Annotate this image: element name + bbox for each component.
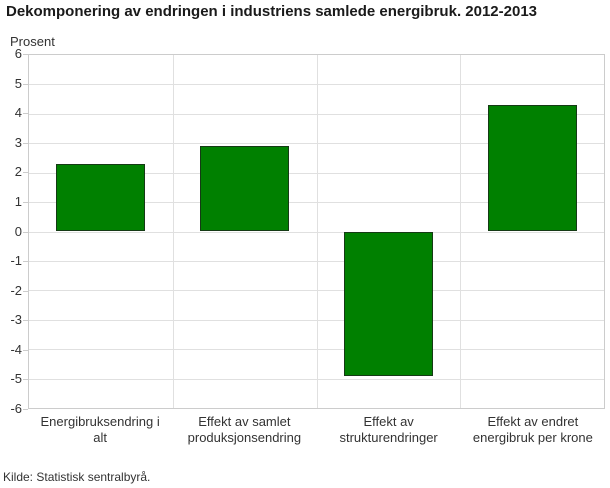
y-tick-label: -2: [10, 282, 22, 298]
y-tick-label: -1: [10, 253, 22, 269]
chart-title: Dekomponering av endringen i industriens…: [6, 3, 538, 20]
x-gridline: [316, 55, 318, 408]
y-tick-label: -5: [10, 371, 22, 387]
y-tick-mark: [23, 83, 28, 85]
x-category-label: Effekt av strukturendringer: [339, 414, 438, 446]
bar-4: [487, 105, 577, 232]
y-tick-mark: [23, 172, 28, 174]
y-axis: -6 -5 -4 -3 -2 -1 0 1 2 3 4 5 6: [0, 47, 28, 416]
y-tick-label: -4: [10, 341, 22, 357]
x-category-label: Effekt av endret energibruk per krone: [472, 414, 593, 446]
x-gridline: [460, 55, 462, 408]
y-tick-label: 1: [14, 193, 22, 209]
y-tick-label: 5: [14, 75, 22, 91]
y-tick-label: -6: [10, 401, 22, 416]
y-tick-mark: [23, 349, 28, 351]
y-tick-label: 2: [14, 164, 22, 180]
y-tick-mark: [23, 54, 28, 55]
y-tick-label: 4: [14, 105, 22, 121]
y-tick-mark: [23, 201, 28, 203]
y-tick-label: -3: [10, 312, 22, 328]
y-tick-label: 0: [14, 223, 22, 239]
y-tick-mark: [23, 320, 28, 322]
y-axis-unit-label: Prosent: [10, 34, 55, 49]
y-tick-label: 6: [14, 46, 22, 61]
bar-1: [56, 163, 146, 232]
y-tick-mark: [23, 290, 28, 292]
y-tick-mark: [23, 261, 28, 263]
y-tick-mark: [23, 409, 28, 410]
x-gridline: [172, 55, 174, 408]
y-tick-mark: [23, 231, 28, 233]
y-tick-label: 3: [14, 134, 22, 150]
y-tick-mark: [23, 142, 28, 144]
y-tick-mark: [23, 379, 28, 381]
plot-area: [28, 54, 605, 409]
bar-3: [343, 231, 433, 376]
source-text: Kilde: Statistisk sentralbyrå.: [3, 470, 151, 484]
bar-2: [200, 146, 290, 232]
x-category-label: Effekt av samlet produksjonsendring: [187, 414, 302, 446]
x-axis: Energibruksendring i alt Effekt av samlet…: [28, 414, 605, 447]
x-category-label: Energibruksendring i alt: [40, 414, 160, 446]
y-tick-mark: [23, 113, 28, 115]
